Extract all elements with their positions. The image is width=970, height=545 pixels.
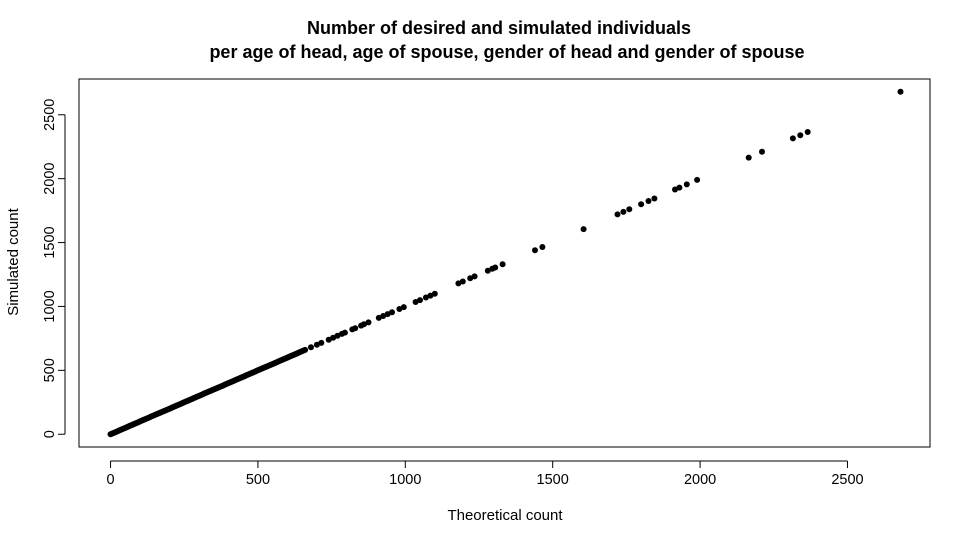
chart-subtitle: per age of head, age of spouse, gender o… (209, 42, 804, 62)
data-point (431, 290, 438, 297)
data-point (897, 88, 904, 95)
data-point (499, 261, 506, 268)
data-point (302, 346, 309, 353)
data-point (361, 321, 367, 328)
y-axis: 0 500 1000 1500 2000 2500 (42, 99, 66, 438)
data-point (620, 208, 627, 215)
data-point (471, 273, 478, 280)
data-point (676, 184, 683, 191)
data-point (422, 294, 429, 301)
y-tick-label: 500 (42, 358, 58, 382)
data-point (645, 198, 652, 204)
chart-title: Number of desired and simulated individu… (307, 18, 691, 38)
x-tick-label: 2500 (831, 472, 863, 488)
data-point (789, 135, 796, 142)
y-tick-label: 2500 (42, 99, 58, 131)
data-point (352, 325, 359, 332)
plot-area-border (78, 78, 931, 448)
x-tick-label: 1000 (389, 472, 421, 488)
data-point (580, 226, 587, 233)
data-point (797, 132, 804, 139)
data-point (614, 211, 621, 218)
x-tick-label: 0 (107, 472, 115, 488)
data-point (417, 297, 423, 304)
x-axis: 0 500 1000 1500 2000 2500 (107, 460, 864, 488)
data-points (107, 88, 904, 438)
data-point (318, 339, 325, 346)
x-tick-label: 500 (246, 472, 270, 488)
data-point (365, 319, 372, 326)
y-tick-label: 0 (42, 430, 58, 438)
data-point (400, 304, 407, 311)
data-point (745, 154, 752, 161)
y-tick-label: 1000 (42, 290, 58, 322)
x-tick-label: 2000 (684, 472, 716, 488)
data-point (683, 181, 690, 188)
data-point (308, 344, 314, 351)
data-point (492, 264, 499, 271)
x-tick-label: 1500 (537, 472, 569, 488)
data-point (626, 206, 633, 213)
y-tick-label: 2000 (42, 163, 58, 195)
data-point (638, 201, 645, 208)
data-point (484, 267, 491, 274)
data-point (804, 129, 811, 135)
y-axis-title: Simulated count (5, 207, 22, 315)
x-axis-title: Theoretical count (447, 507, 563, 524)
data-point (651, 195, 658, 202)
y-tick-label: 1500 (42, 226, 58, 258)
data-point (532, 247, 538, 254)
data-point (539, 244, 546, 250)
data-point (694, 176, 701, 183)
data-point (341, 329, 348, 336)
data-point (759, 148, 765, 155)
data-point (459, 278, 466, 285)
data-point (389, 309, 395, 316)
